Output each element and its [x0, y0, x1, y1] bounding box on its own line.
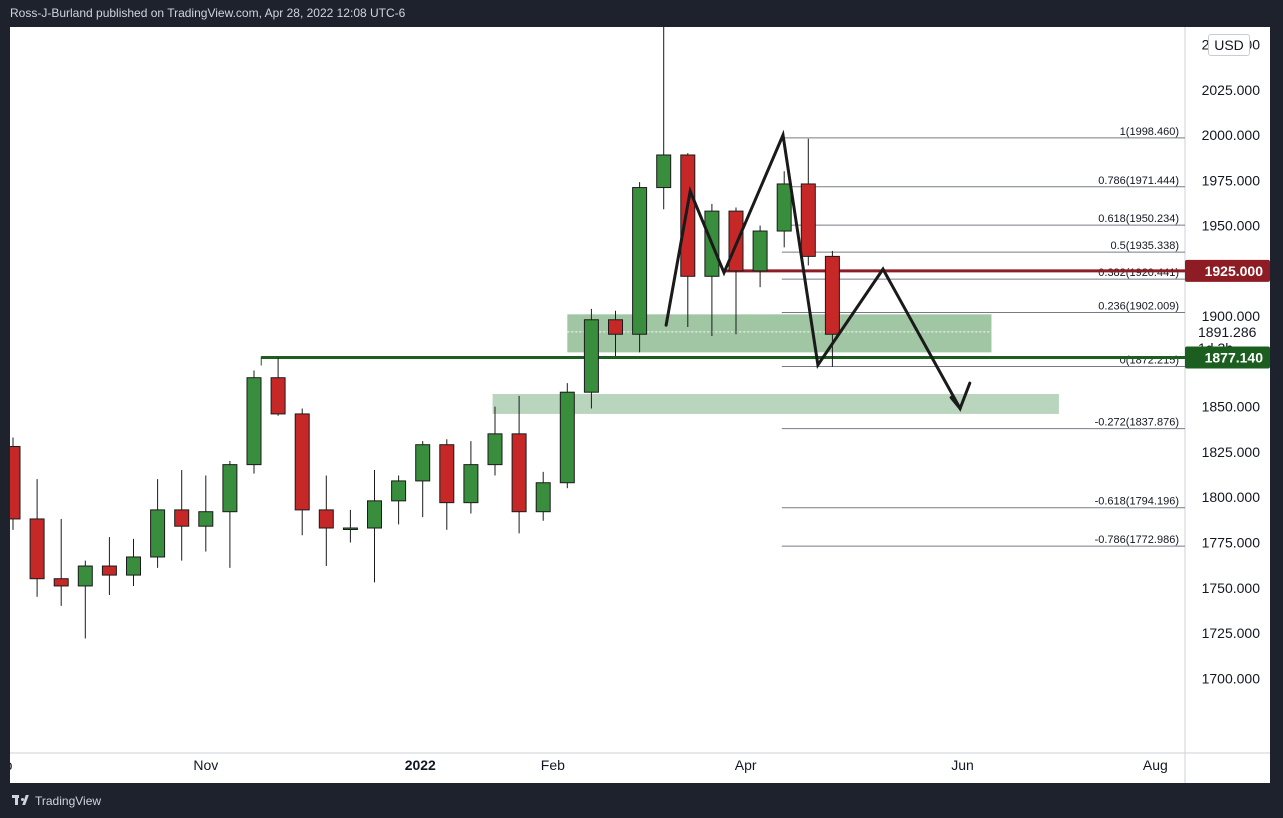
y-tick-label: 1700.000 [1202, 670, 1261, 686]
candle-body [632, 187, 648, 335]
tradingview-logo-icon [12, 795, 30, 807]
y-tick-label: 1775.000 [1202, 534, 1261, 550]
y-tick-label: 2025.000 [1202, 82, 1261, 98]
projection-path [664, 129, 972, 413]
currency-button[interactable]: USD [1208, 34, 1250, 56]
candle-body [463, 464, 479, 504]
x-tick-label: 2022 [405, 757, 436, 773]
price-badge [1185, 346, 1270, 369]
y-tick-label: 1950.000 [1202, 218, 1261, 234]
fib-level-label: -0.618(1794.196) [1095, 496, 1179, 508]
candle-body [415, 444, 431, 482]
chart-panel[interactable]: 1(1998.460) 0.786(1971.444) 0.618(1950.234… [10, 27, 1270, 783]
publish-header: Ross-J-Burland published on TradingView.… [0, 0, 1283, 27]
fib-level-label: -0.272(1837.876) [1095, 417, 1179, 429]
projection-arrow-head [949, 395, 962, 410]
y-tick-label: 1850.000 [1202, 399, 1261, 415]
y-tick-label: 1750.000 [1202, 580, 1261, 596]
y-tick-label: 1975.000 [1202, 172, 1261, 188]
candle-body [77, 565, 93, 587]
candle-body [487, 433, 503, 466]
candle-body [53, 578, 69, 587]
candle-body [656, 154, 672, 189]
candle-body [559, 391, 575, 484]
candle-body [608, 319, 623, 335]
fib-level-label: 0.382(1920.441) [1098, 267, 1179, 279]
candle-body [126, 556, 141, 576]
candle-body [29, 518, 45, 580]
publish-info: Ross-J-Burland published on TradingView.… [10, 6, 406, 20]
candle-body [342, 527, 358, 531]
candle-body [101, 565, 117, 576]
tradingview-logo[interactable]: TradingView [12, 794, 101, 808]
candle-body [583, 319, 599, 393]
y-tick-label: 1825.000 [1202, 444, 1261, 460]
candle-body [800, 183, 816, 257]
price-badge-label: 1925.000 [1205, 263, 1264, 279]
fib-level-label: 1(1998.460) [1120, 126, 1179, 138]
candle-body [222, 464, 238, 513]
y-extra-label: 1891.286 [1198, 324, 1257, 340]
x-tick-label: Jun [951, 757, 974, 773]
support-zone [567, 314, 992, 353]
x-tick-label: Feb [541, 757, 565, 773]
y-tick-label: 2000.000 [1202, 127, 1261, 143]
candle-body [391, 480, 407, 502]
fib-level-label: 0.786(1971.444) [1098, 175, 1179, 187]
price-badge-label: 1877.140 [1205, 350, 1264, 366]
footer: TradingView [0, 783, 1283, 818]
x-tick-label: ep [10, 757, 13, 773]
price-badge [1185, 259, 1270, 282]
brand-name: TradingView [35, 794, 102, 808]
candle-body [439, 444, 455, 504]
candle-body [535, 482, 551, 513]
candle-body [198, 511, 214, 527]
candle-body [776, 183, 792, 232]
support-zone [492, 394, 1059, 414]
y-tick-label: 1725.000 [1202, 625, 1261, 641]
y-tick-label: 1800.000 [1202, 489, 1261, 505]
y-tick-label: 1900.000 [1202, 308, 1261, 324]
candle-body [367, 500, 382, 529]
fib-level-label: 0.236(1902.009) [1098, 301, 1179, 313]
candle-body [270, 377, 286, 415]
candle-body [511, 433, 527, 513]
candle-body [150, 509, 166, 558]
candle-body [824, 255, 840, 335]
x-tick-label: Aug [1143, 757, 1168, 773]
candle-body [174, 509, 190, 527]
candle-body [246, 377, 262, 466]
fib-level-label: -0.786(1772.986) [1095, 534, 1179, 546]
x-tick-label: Nov [193, 757, 218, 773]
candle-body [294, 413, 310, 511]
fib-level-label: 0.618(1950.234) [1098, 213, 1179, 225]
candle-body [318, 509, 334, 529]
candle-body [752, 230, 768, 272]
candle-body [10, 446, 21, 520]
candle-body [680, 154, 696, 277]
x-tick-label: Apr [735, 757, 757, 773]
price-chart[interactable]: 1(1998.460) 0.786(1971.444) 0.618(1950.234… [10, 27, 1270, 783]
fib-level-label: 0.5(1935.338) [1111, 240, 1180, 252]
